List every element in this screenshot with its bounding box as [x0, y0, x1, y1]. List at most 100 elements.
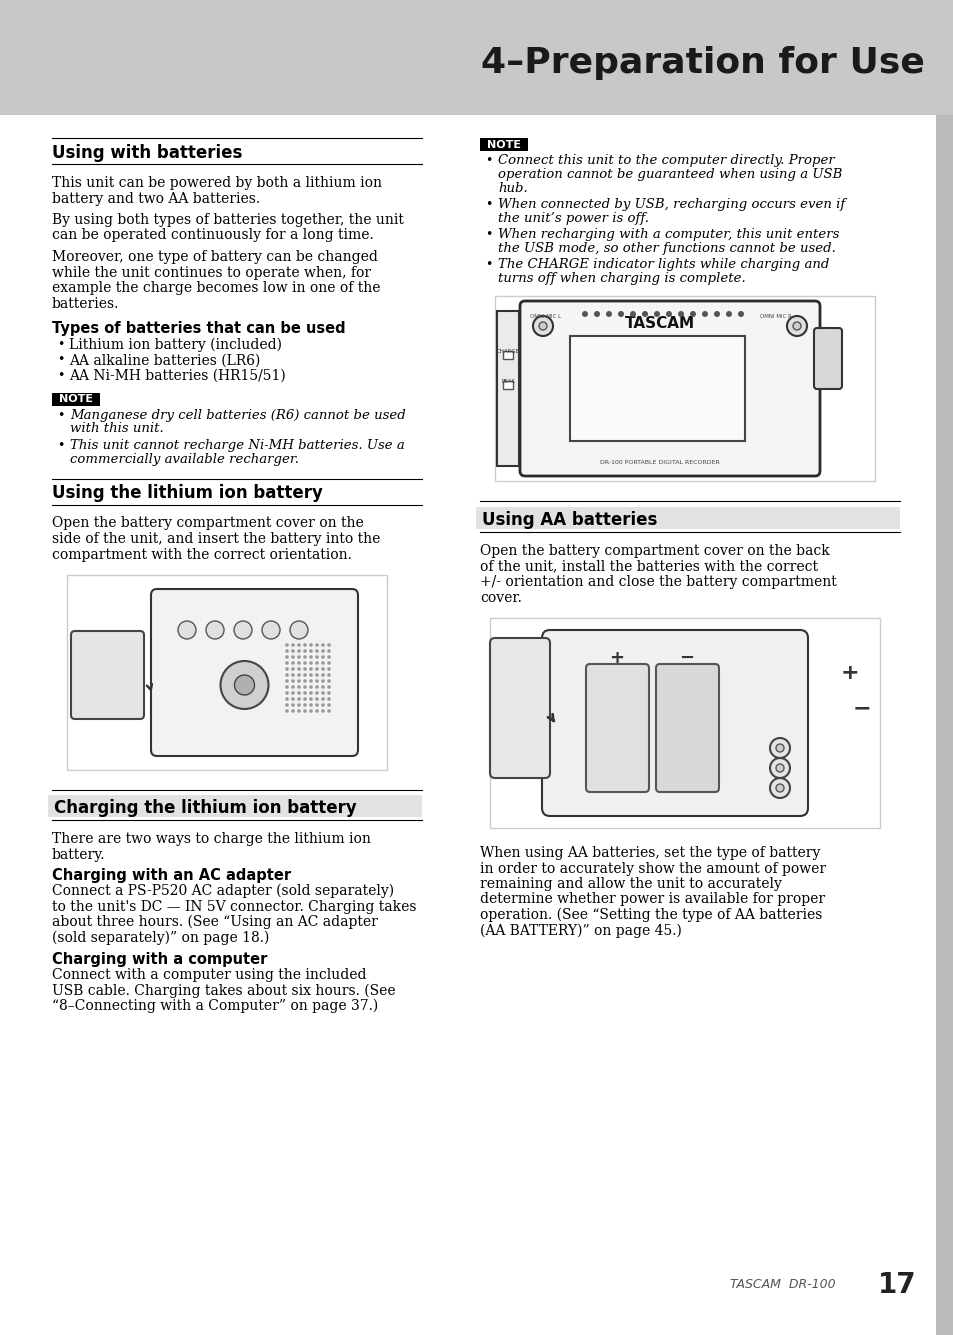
Text: +: +: [609, 649, 624, 668]
Circle shape: [792, 322, 801, 330]
Bar: [490, 618, 879, 828]
Circle shape: [309, 673, 313, 677]
Circle shape: [678, 311, 683, 316]
Text: Charging the lithium ion battery: Charging the lithium ion battery: [54, 800, 356, 817]
Circle shape: [769, 738, 789, 758]
Text: This unit cannot recharge Ni-MH batteries. Use a: This unit cannot recharge Ni-MH batterie…: [70, 438, 404, 451]
Circle shape: [538, 322, 546, 330]
Text: Manganese dry cell batteries (R6) cannot be used: Manganese dry cell batteries (R6) cannot…: [70, 409, 405, 422]
Circle shape: [327, 704, 331, 706]
Circle shape: [285, 709, 289, 713]
Text: the USB mode, so other functions cannot be used.: the USB mode, so other functions cannot …: [497, 242, 835, 255]
Text: with this unit.: with this unit.: [70, 422, 164, 435]
Circle shape: [291, 680, 294, 682]
Circle shape: [314, 709, 318, 713]
Circle shape: [233, 621, 252, 639]
Circle shape: [309, 655, 313, 658]
Circle shape: [303, 709, 307, 713]
Text: Moreover, one type of battery can be changed: Moreover, one type of battery can be cha…: [52, 250, 377, 264]
Circle shape: [321, 661, 324, 665]
FancyBboxPatch shape: [490, 638, 550, 778]
Text: Using the lithium ion battery: Using the lithium ion battery: [52, 485, 322, 502]
Text: By using both types of batteries together, the unit: By using both types of batteries togethe…: [52, 214, 403, 227]
Circle shape: [327, 649, 331, 653]
Circle shape: [285, 649, 289, 653]
Circle shape: [285, 680, 289, 682]
FancyBboxPatch shape: [656, 663, 719, 792]
Circle shape: [285, 661, 289, 665]
Circle shape: [321, 680, 324, 682]
Text: “8–Connecting with a Computer” on page 37.): “8–Connecting with a Computer” on page 3…: [52, 999, 377, 1013]
Circle shape: [701, 311, 707, 316]
Circle shape: [314, 697, 318, 701]
Bar: [48, 796, 421, 817]
Text: operation. (See “Setting the type of AA batteries: operation. (See “Setting the type of AA …: [479, 908, 821, 922]
Circle shape: [327, 655, 331, 658]
Text: (sold separately)” on page 18.): (sold separately)” on page 18.): [52, 930, 269, 945]
Text: batteries.: batteries.: [52, 296, 119, 311]
Text: operation cannot be guaranteed when using a USB: operation cannot be guaranteed when usin…: [497, 168, 841, 182]
Text: Open the battery compartment cover on the: Open the battery compartment cover on th…: [52, 517, 363, 530]
Bar: [495, 296, 874, 481]
Circle shape: [594, 311, 599, 316]
Circle shape: [314, 673, 318, 677]
Bar: [569, 336, 744, 441]
Text: Lithium ion battery (included): Lithium ion battery (included): [69, 338, 282, 352]
Circle shape: [262, 621, 280, 639]
Circle shape: [713, 311, 720, 316]
Bar: [476, 507, 899, 529]
Circle shape: [297, 655, 300, 658]
Circle shape: [314, 680, 318, 682]
Circle shape: [314, 643, 318, 646]
Circle shape: [314, 649, 318, 653]
Bar: [935, 0, 953, 1335]
Text: TASCAM: TASCAM: [624, 316, 695, 331]
Text: turns off when charging is complete.: turns off when charging is complete.: [497, 272, 745, 284]
Text: USB cable. Charging takes about six hours. (See: USB cable. Charging takes about six hour…: [52, 984, 395, 997]
Circle shape: [303, 685, 307, 689]
Circle shape: [641, 311, 647, 316]
Circle shape: [321, 673, 324, 677]
FancyBboxPatch shape: [519, 300, 820, 477]
Text: OMNI MIC R: OMNI MIC R: [760, 314, 791, 319]
Circle shape: [309, 668, 313, 670]
Text: hub.: hub.: [497, 182, 527, 195]
Text: example the charge becomes low in one of the: example the charge becomes low in one of…: [52, 280, 380, 295]
Circle shape: [285, 655, 289, 658]
Circle shape: [285, 673, 289, 677]
Circle shape: [725, 311, 731, 316]
Circle shape: [220, 661, 268, 709]
Text: of the unit, install the batteries with the correct: of the unit, install the batteries with …: [479, 559, 817, 574]
Circle shape: [297, 685, 300, 689]
Text: When connected by USB, recharging occurs even if: When connected by USB, recharging occurs…: [497, 198, 844, 211]
Circle shape: [297, 680, 300, 682]
Text: •: •: [484, 154, 492, 167]
Circle shape: [309, 643, 313, 646]
FancyBboxPatch shape: [585, 663, 648, 792]
Text: −: −: [852, 698, 870, 718]
Circle shape: [775, 764, 783, 772]
Circle shape: [309, 709, 313, 713]
Text: 4–Preparation for Use: 4–Preparation for Use: [480, 45, 924, 80]
Circle shape: [303, 673, 307, 677]
Text: •: •: [484, 198, 492, 211]
Text: Types of batteries that can be used: Types of batteries that can be used: [52, 320, 345, 336]
Circle shape: [314, 685, 318, 689]
Circle shape: [285, 692, 289, 694]
Text: Connect this unit to the computer directly. Proper: Connect this unit to the computer direct…: [497, 154, 834, 167]
Circle shape: [291, 655, 294, 658]
Circle shape: [309, 704, 313, 706]
Circle shape: [738, 311, 743, 316]
Text: Open the battery compartment cover on the back: Open the battery compartment cover on th…: [479, 543, 829, 558]
Text: AA Ni-MH batteries (HR15/51): AA Ni-MH batteries (HR15/51): [69, 368, 286, 383]
Circle shape: [291, 661, 294, 665]
Circle shape: [297, 697, 300, 701]
Circle shape: [297, 661, 300, 665]
Circle shape: [321, 649, 324, 653]
Circle shape: [206, 621, 224, 639]
FancyBboxPatch shape: [71, 631, 144, 720]
Circle shape: [297, 668, 300, 670]
Text: Charging with a computer: Charging with a computer: [52, 952, 267, 967]
Circle shape: [314, 661, 318, 665]
Text: battery.: battery.: [52, 848, 106, 861]
